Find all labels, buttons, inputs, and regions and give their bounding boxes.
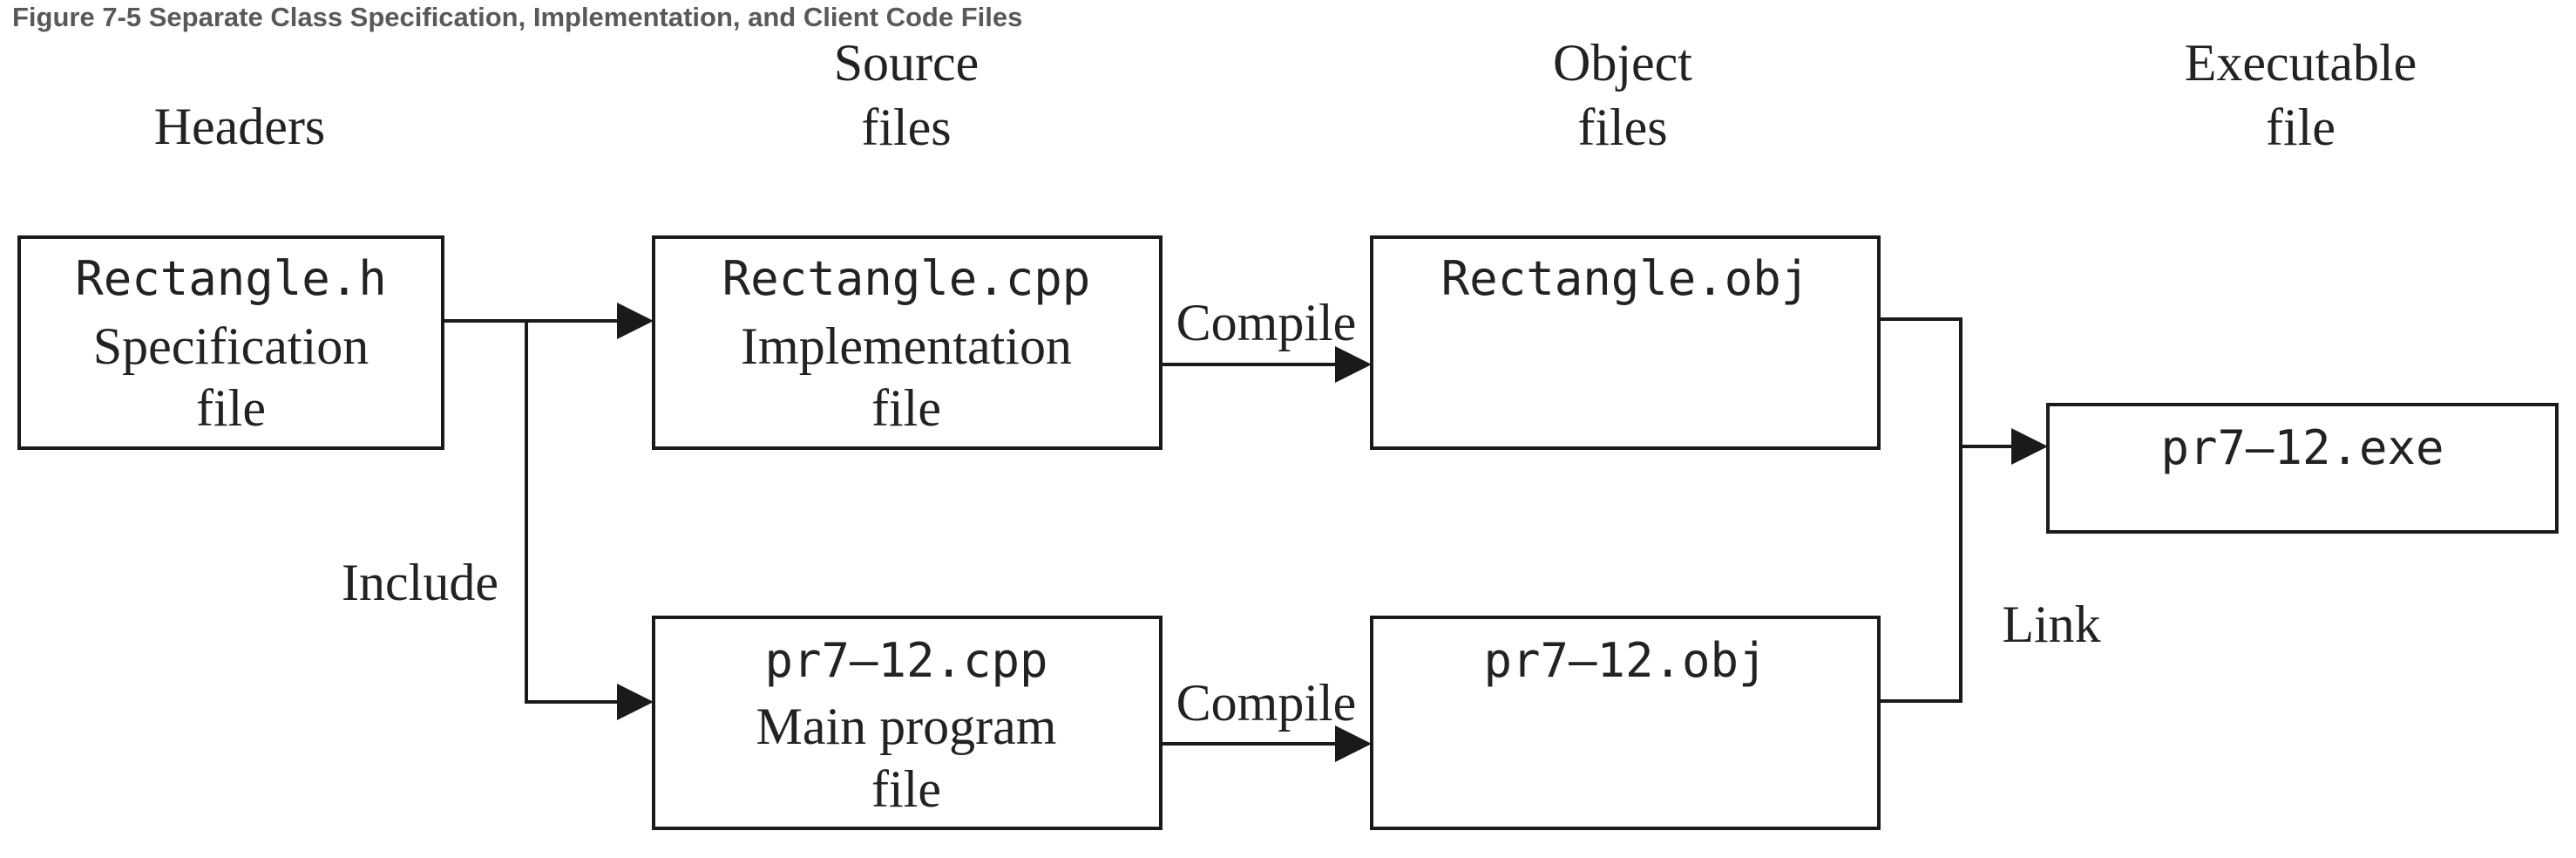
box-pr7-12-cpp: pr7–12.cpp Main program file — [652, 616, 1163, 830]
box-rectangle-cpp-filename: Rectangle.cpp — [722, 251, 1091, 306]
box-pr7-12-exe: pr7–12.exe — [2046, 403, 2559, 534]
box-rectangle-h-desc-line-2: file — [196, 379, 266, 437]
connector-compile-top: Compile — [1161, 294, 1372, 383]
connector-link: Link — [1879, 317, 2101, 703]
heading-executable-file: Executable file — [2185, 34, 2417, 156]
heading-object-files: Object files — [1553, 34, 1692, 156]
figure-caption: Figure 7-5 Separate Class Specification,… — [12, 2, 1023, 32]
heading-headers: Headers — [154, 98, 326, 155]
include-arrowhead-bottom — [617, 684, 654, 720]
link-label: Link — [2002, 596, 2100, 653]
box-rectangle-h-filename: Rectangle.h — [75, 251, 387, 306]
connector-include: Include — [342, 303, 654, 720]
heading-source-line-2: files — [861, 99, 951, 156]
box-rectangle-cpp-desc-line-1: Implementation — [741, 317, 1072, 375]
box-pr7-12-exe-filename: pr7–12.exe — [2160, 420, 2444, 475]
box-pr7-12-exe-frame — [2046, 403, 2559, 534]
box-rectangle-obj: Rectangle.obj — [1370, 235, 1881, 450]
box-pr7-12-cpp-desc-line-1: Main program — [756, 698, 1057, 755]
box-rectangle-h-desc-line-1: Specification — [93, 317, 369, 375]
compile-top-arrowhead — [1335, 346, 1372, 383]
heading-object-line-2: files — [1577, 99, 1667, 156]
box-pr7-12-obj: pr7–12.obj — [1370, 616, 1881, 830]
box-rectangle-obj-frame — [1370, 235, 1881, 450]
heading-executable-line-2: file — [2266, 99, 2335, 156]
heading-headers-line-1: Headers — [154, 98, 326, 155]
compile-top-label: Compile — [1176, 294, 1357, 351]
box-rectangle-cpp-desc-line-2: file — [871, 379, 941, 437]
box-rectangle-h-frame — [17, 235, 444, 450]
box-pr7-12-cpp-filename: pr7–12.cpp — [764, 633, 1047, 688]
link-arrowhead — [2011, 428, 2048, 465]
connector-compile-bottom: Compile — [1161, 674, 1372, 762]
box-rectangle-cpp: Rectangle.cpp Implementation file — [652, 235, 1163, 450]
box-pr7-12-cpp-frame — [652, 616, 1163, 830]
include-label: Include — [342, 554, 498, 611]
compile-bottom-label: Compile — [1176, 674, 1357, 732]
box-rectangle-obj-filename: Rectangle.obj — [1441, 251, 1810, 306]
box-pr7-12-obj-filename: pr7–12.obj — [1483, 633, 1766, 688]
box-pr7-12-obj-frame — [1370, 616, 1881, 830]
box-rectangle-h: Rectangle.h Specification file — [17, 235, 444, 450]
box-rectangle-cpp-frame — [652, 235, 1163, 450]
link-bracket — [1879, 317, 1963, 703]
heading-executable-line-1: Executable — [2185, 34, 2417, 92]
heading-source-line-1: Source — [834, 34, 980, 92]
compile-bottom-arrowhead — [1335, 725, 1372, 762]
heading-source-files: Source files — [834, 34, 980, 156]
include-line-bottom — [525, 321, 619, 704]
heading-object-line-1: Object — [1553, 34, 1692, 92]
include-arrowhead-top — [617, 303, 654, 339]
box-pr7-12-cpp-desc-line-2: file — [871, 760, 941, 818]
